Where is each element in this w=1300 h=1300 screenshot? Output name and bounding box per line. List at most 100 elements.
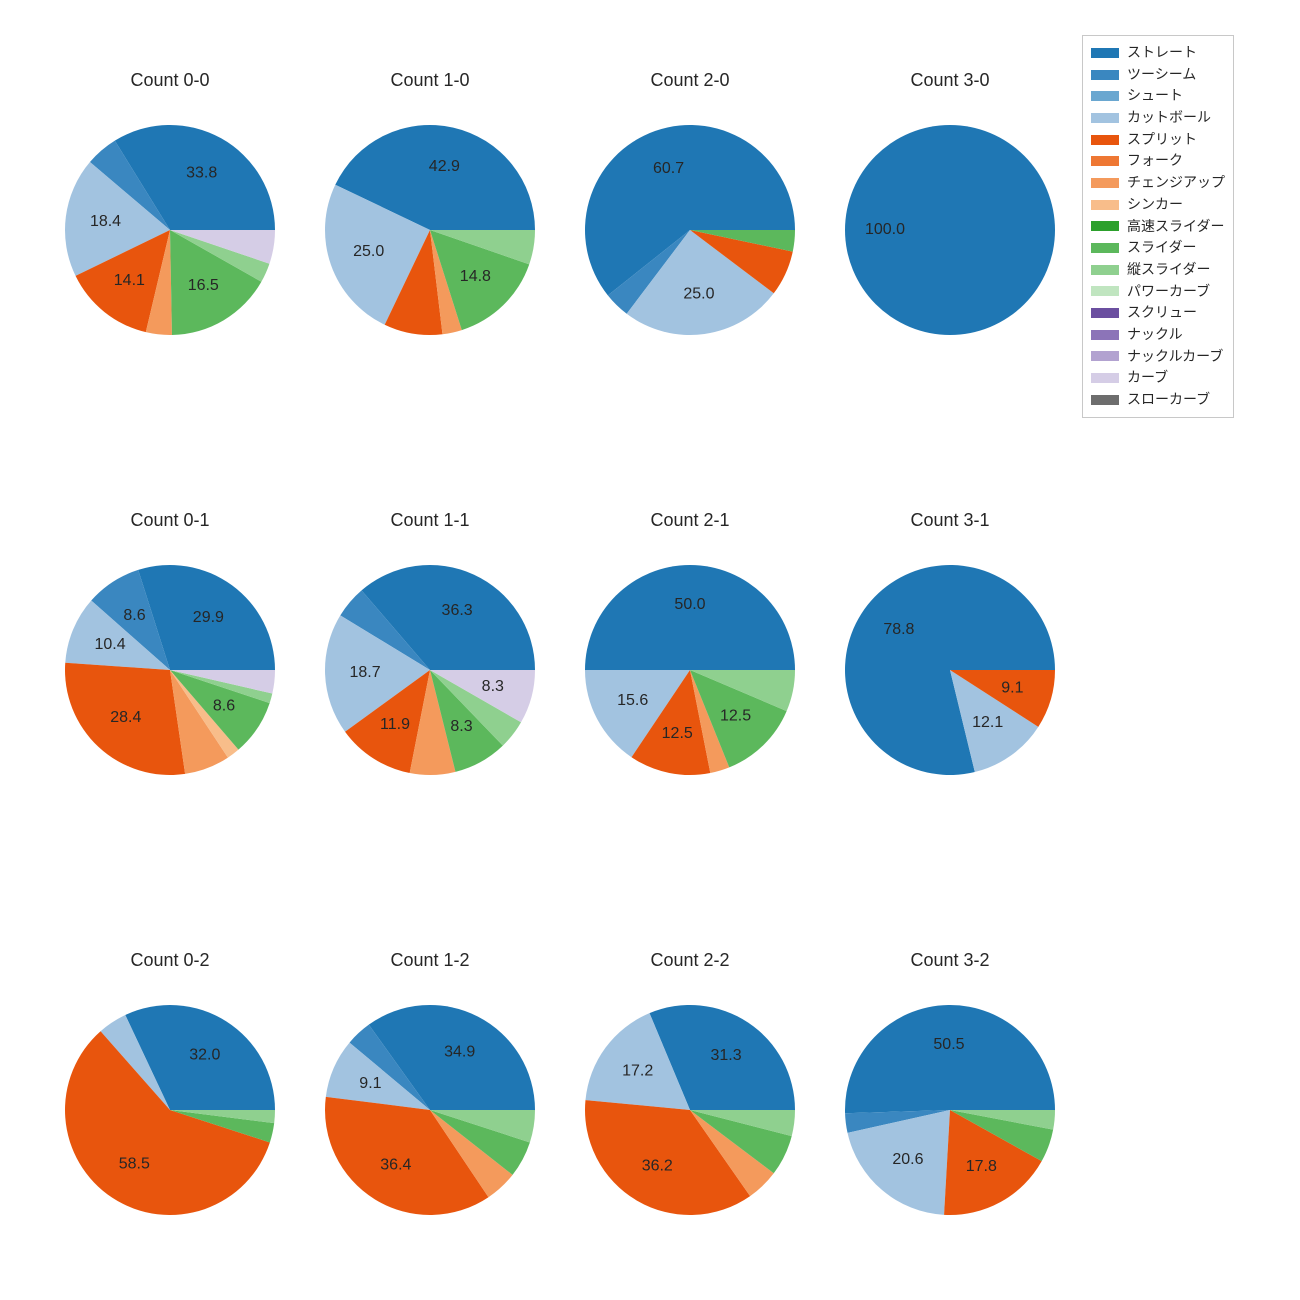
legend-label: ナックルカーブ (1127, 346, 1223, 368)
pie-chart: 29.9 8.6 10.4 28.4 8.6 (50, 540, 290, 810)
legend-label: 縦スライダー (1127, 259, 1210, 281)
pie-cell: Count 1-2 34.9 9.1 36.4 (310, 950, 550, 1250)
pie-chart: 50.5 20.6 17.8 (830, 980, 1070, 1250)
legend-swatch (1091, 395, 1119, 405)
pie-cell: Count 3-2 50.5 20.6 17.8 (830, 950, 1070, 1250)
slice-label: 18.7 (349, 664, 380, 681)
slice-label: 36.3 (442, 602, 473, 619)
pie-title: Count 1-1 (310, 510, 550, 531)
slice-label: 20.6 (892, 1151, 923, 1168)
legend-label: 高速スライダー (1127, 216, 1224, 238)
legend-swatch (1091, 351, 1119, 361)
slice-label: 34.9 (444, 1043, 475, 1060)
slice-label: 8.6 (213, 697, 235, 714)
legend-swatch (1091, 200, 1119, 210)
legend-swatch (1091, 48, 1119, 58)
slice-label: 12.5 (662, 725, 693, 742)
legend-label: スローカーブ (1127, 389, 1210, 411)
legend-label: フォーク (1127, 150, 1183, 172)
pie-cell: Count 1-042.925.014.8 (310, 70, 550, 370)
slice-label: 78.8 (883, 621, 914, 638)
slice-label: 14.1 (114, 272, 145, 289)
pie-title: Count 2-0 (570, 70, 810, 91)
legend-swatch (1091, 373, 1119, 383)
legend-item: スライダー (1091, 237, 1225, 259)
legend: ストレートツーシームシュートカットボールスプリットフォークチェンジアップシンカー… (1082, 35, 1234, 418)
pie-chart: 34.9 9.1 36.4 (310, 980, 550, 1250)
pie-chart: 36.318.711.98.38.3 (310, 540, 550, 810)
legend-label: チェンジアップ (1127, 172, 1225, 194)
legend-swatch (1091, 330, 1119, 340)
legend-item: フォーク (1091, 150, 1225, 172)
pie-chart: 42.925.014.8 (310, 100, 550, 370)
pie-cell: Count 0-1 29.9 8.6 10.4 28.4 8.6 (50, 510, 290, 810)
legend-item: カーブ (1091, 367, 1225, 389)
legend-item: ナックル (1091, 324, 1225, 346)
pie-cell: Count 3-0100.0 (830, 70, 1070, 370)
slice-label: 12.5 (720, 708, 751, 725)
pie-title: Count 0-1 (50, 510, 290, 531)
legend-label: ツーシーム (1127, 64, 1196, 86)
slice-label: 58.5 (119, 1156, 150, 1173)
pie-cell: Count 0-2 32.0 58.5 (50, 950, 290, 1250)
pie-cell: Count 2-0 60.7 25.0 (570, 70, 810, 370)
slice-label: 60.7 (653, 160, 684, 177)
pie-cell: Count 2-2 31.3 17.2 36.2 (570, 950, 810, 1250)
slice-label: 31.3 (710, 1047, 741, 1064)
slice-label: 18.4 (90, 213, 121, 230)
legend-item: ストレート (1091, 42, 1225, 64)
slice-label: 42.9 (429, 158, 460, 175)
pie-slice (585, 565, 795, 670)
legend-item: シュート (1091, 85, 1225, 107)
pie-title: Count 1-2 (310, 950, 550, 971)
legend-label: カットボール (1127, 107, 1211, 129)
pie-cell: Count 1-136.318.711.98.38.3 (310, 510, 550, 810)
legend-swatch (1091, 221, 1119, 231)
pie-title: Count 2-2 (570, 950, 810, 971)
slice-label: 9.1 (1001, 680, 1023, 697)
pie-chart: 33.818.414.116.5 (50, 100, 290, 370)
slice-label: 25.0 (353, 243, 384, 260)
pie-title: Count 0-2 (50, 950, 290, 971)
pie-title: Count 3-0 (830, 70, 1070, 91)
slice-label: 29.9 (193, 609, 224, 626)
slice-label: 25.0 (683, 286, 714, 303)
slice-label: 12.1 (972, 714, 1003, 731)
legend-swatch (1091, 70, 1119, 80)
legend-item: シンカー (1091, 194, 1225, 216)
pie-chart: 60.7 25.0 (570, 100, 810, 370)
legend-label: スクリュー (1127, 302, 1197, 324)
slice-label: 33.8 (186, 164, 217, 181)
slice-label: 10.4 (94, 636, 125, 653)
legend-item: ナックルカーブ (1091, 346, 1225, 368)
slice-label: 36.2 (642, 1157, 673, 1174)
slice-label: 50.5 (933, 1036, 964, 1053)
pie-cell: Count 0-033.818.414.116.5 (50, 70, 290, 370)
slice-label: 17.8 (966, 1158, 997, 1175)
legend-label: スライダー (1127, 237, 1196, 259)
figure-root: Count 0-033.818.414.116.5Count 1-042.925… (0, 0, 1300, 1300)
pie-title: Count 3-2 (830, 950, 1070, 971)
pie-title: Count 2-1 (570, 510, 810, 531)
slice-label: 8.6 (123, 607, 145, 624)
pie-title: Count 0-0 (50, 70, 290, 91)
legend-swatch (1091, 135, 1119, 145)
pie-chart: 31.3 17.2 36.2 (570, 980, 810, 1250)
pie-chart: 50.015.612.512.5 (570, 540, 810, 810)
legend-swatch (1091, 308, 1119, 318)
legend-label: ストレート (1127, 42, 1197, 64)
slice-label: 11.9 (380, 716, 410, 733)
pie-chart: 32.0 58.5 (50, 980, 290, 1250)
slice-label: 9.1 (359, 1075, 381, 1092)
slice-label: 32.0 (189, 1046, 220, 1063)
legend-item: スプリット (1091, 129, 1225, 151)
legend-label: スプリット (1127, 129, 1197, 151)
slice-label: 36.4 (380, 1157, 411, 1174)
legend-swatch (1091, 113, 1119, 123)
slice-label: 17.2 (622, 1063, 653, 1080)
pie-chart: 78.8 12.1 9.1 (830, 540, 1070, 810)
pie-title: Count 3-1 (830, 510, 1070, 531)
slice-label: 8.3 (482, 678, 504, 695)
legend-item: カットボール (1091, 107, 1225, 129)
slice-label: 28.4 (110, 709, 141, 726)
